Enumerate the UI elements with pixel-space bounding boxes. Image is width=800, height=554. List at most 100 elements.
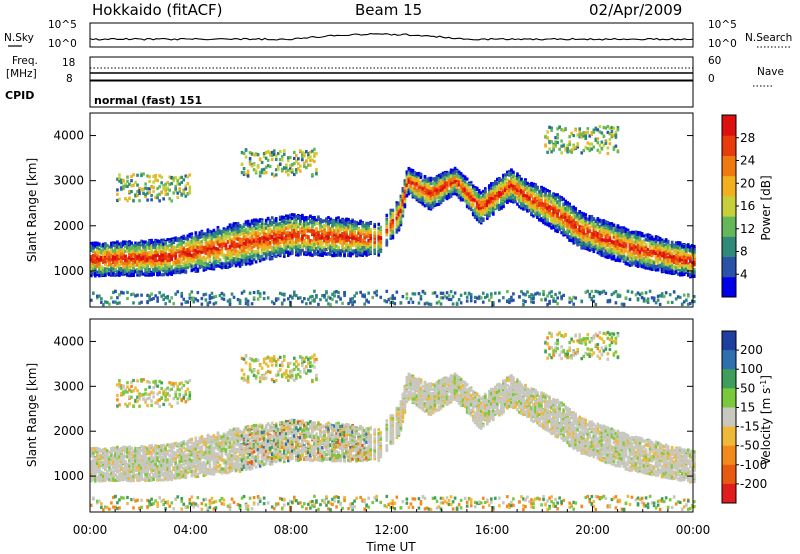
power-cell xyxy=(244,220,248,224)
power-cell xyxy=(252,168,256,172)
power-cell xyxy=(441,291,445,295)
power-cell xyxy=(423,175,427,179)
power-cell xyxy=(431,196,435,200)
power-cell xyxy=(180,250,184,254)
power-cell xyxy=(254,260,258,264)
power-cell xyxy=(166,258,169,263)
power-cell xyxy=(228,261,232,265)
power-cell xyxy=(116,271,119,275)
power-cell xyxy=(307,151,310,156)
power-cell xyxy=(331,226,334,230)
power-cell xyxy=(166,272,169,276)
power-cell xyxy=(152,259,155,263)
power-cell xyxy=(166,247,169,251)
power-cell xyxy=(295,251,298,255)
power-cell xyxy=(327,229,330,234)
power-cell xyxy=(210,232,214,236)
power-cell xyxy=(262,238,266,242)
power-cell xyxy=(180,259,184,263)
power-cell xyxy=(246,233,250,237)
power-cell xyxy=(270,300,274,304)
power-cell xyxy=(162,273,165,277)
power-cell xyxy=(407,179,411,183)
power-cell xyxy=(377,247,381,251)
power-cell xyxy=(232,224,236,228)
power-cell xyxy=(427,176,431,181)
power-cell xyxy=(130,262,133,266)
power-cell xyxy=(343,228,346,232)
power-cell xyxy=(439,198,443,202)
power-cell xyxy=(154,174,157,178)
power-cell xyxy=(288,302,292,307)
power-cell xyxy=(170,175,174,180)
power-cell xyxy=(389,235,393,239)
power-cell xyxy=(305,302,308,306)
power-cell xyxy=(274,229,278,234)
power-cell xyxy=(391,215,395,220)
power-cell xyxy=(369,221,372,226)
power-cell xyxy=(415,188,419,192)
power-cell xyxy=(246,169,250,173)
power-cell xyxy=(373,237,377,241)
power-cell xyxy=(353,220,356,224)
power-cell xyxy=(425,198,429,203)
power-cell xyxy=(246,255,250,259)
power-cell xyxy=(379,225,383,229)
power-cell xyxy=(168,243,171,247)
power-cell xyxy=(228,245,232,249)
power-cell xyxy=(399,213,403,217)
power-cell xyxy=(128,266,131,270)
power-cell xyxy=(351,225,354,229)
power-cell xyxy=(190,247,194,251)
power-cell xyxy=(305,166,308,170)
power-cell xyxy=(351,236,354,240)
power-cell xyxy=(278,240,282,245)
power-cell xyxy=(222,293,226,297)
power-cell xyxy=(158,249,161,253)
power-cell xyxy=(240,228,244,233)
power-cell xyxy=(232,246,236,250)
power-cell xyxy=(305,225,308,229)
power-cell xyxy=(160,268,163,272)
power-cell xyxy=(242,229,246,233)
power-cell xyxy=(276,242,280,246)
power-cell xyxy=(116,240,119,244)
power-cell xyxy=(437,195,441,199)
power-cell xyxy=(286,240,290,244)
power-cell xyxy=(130,264,133,268)
power-cell xyxy=(194,263,198,267)
power-cell xyxy=(128,242,131,246)
power-cell xyxy=(270,257,274,261)
power-cell xyxy=(200,265,204,269)
power-cell xyxy=(196,255,200,259)
power-cell xyxy=(379,236,383,240)
power-cell xyxy=(288,169,292,173)
power-cell xyxy=(319,236,322,240)
power-cell xyxy=(260,251,264,255)
power-cell xyxy=(278,235,282,240)
power-cell xyxy=(150,238,153,243)
power-cell xyxy=(202,237,206,241)
power-cell xyxy=(413,179,417,183)
power-cell xyxy=(184,264,188,268)
power-cell xyxy=(329,252,332,256)
power-cell xyxy=(166,266,169,271)
power-cell xyxy=(112,258,115,262)
power-cell xyxy=(236,242,240,246)
power-cell xyxy=(411,170,415,174)
power-cell xyxy=(136,246,139,250)
power-cell xyxy=(240,255,244,260)
power-cell xyxy=(301,244,304,248)
power-cell xyxy=(337,290,340,295)
power-cell xyxy=(262,243,266,247)
power-cell xyxy=(359,235,362,239)
power-cell xyxy=(274,297,278,301)
power-cell xyxy=(144,194,147,199)
power-cell xyxy=(435,194,439,199)
power-cell xyxy=(200,239,204,244)
power-cell xyxy=(399,210,403,214)
power-cell xyxy=(136,190,139,194)
power-cell xyxy=(220,230,224,234)
power-cell xyxy=(186,254,190,258)
power-cell xyxy=(104,246,107,250)
